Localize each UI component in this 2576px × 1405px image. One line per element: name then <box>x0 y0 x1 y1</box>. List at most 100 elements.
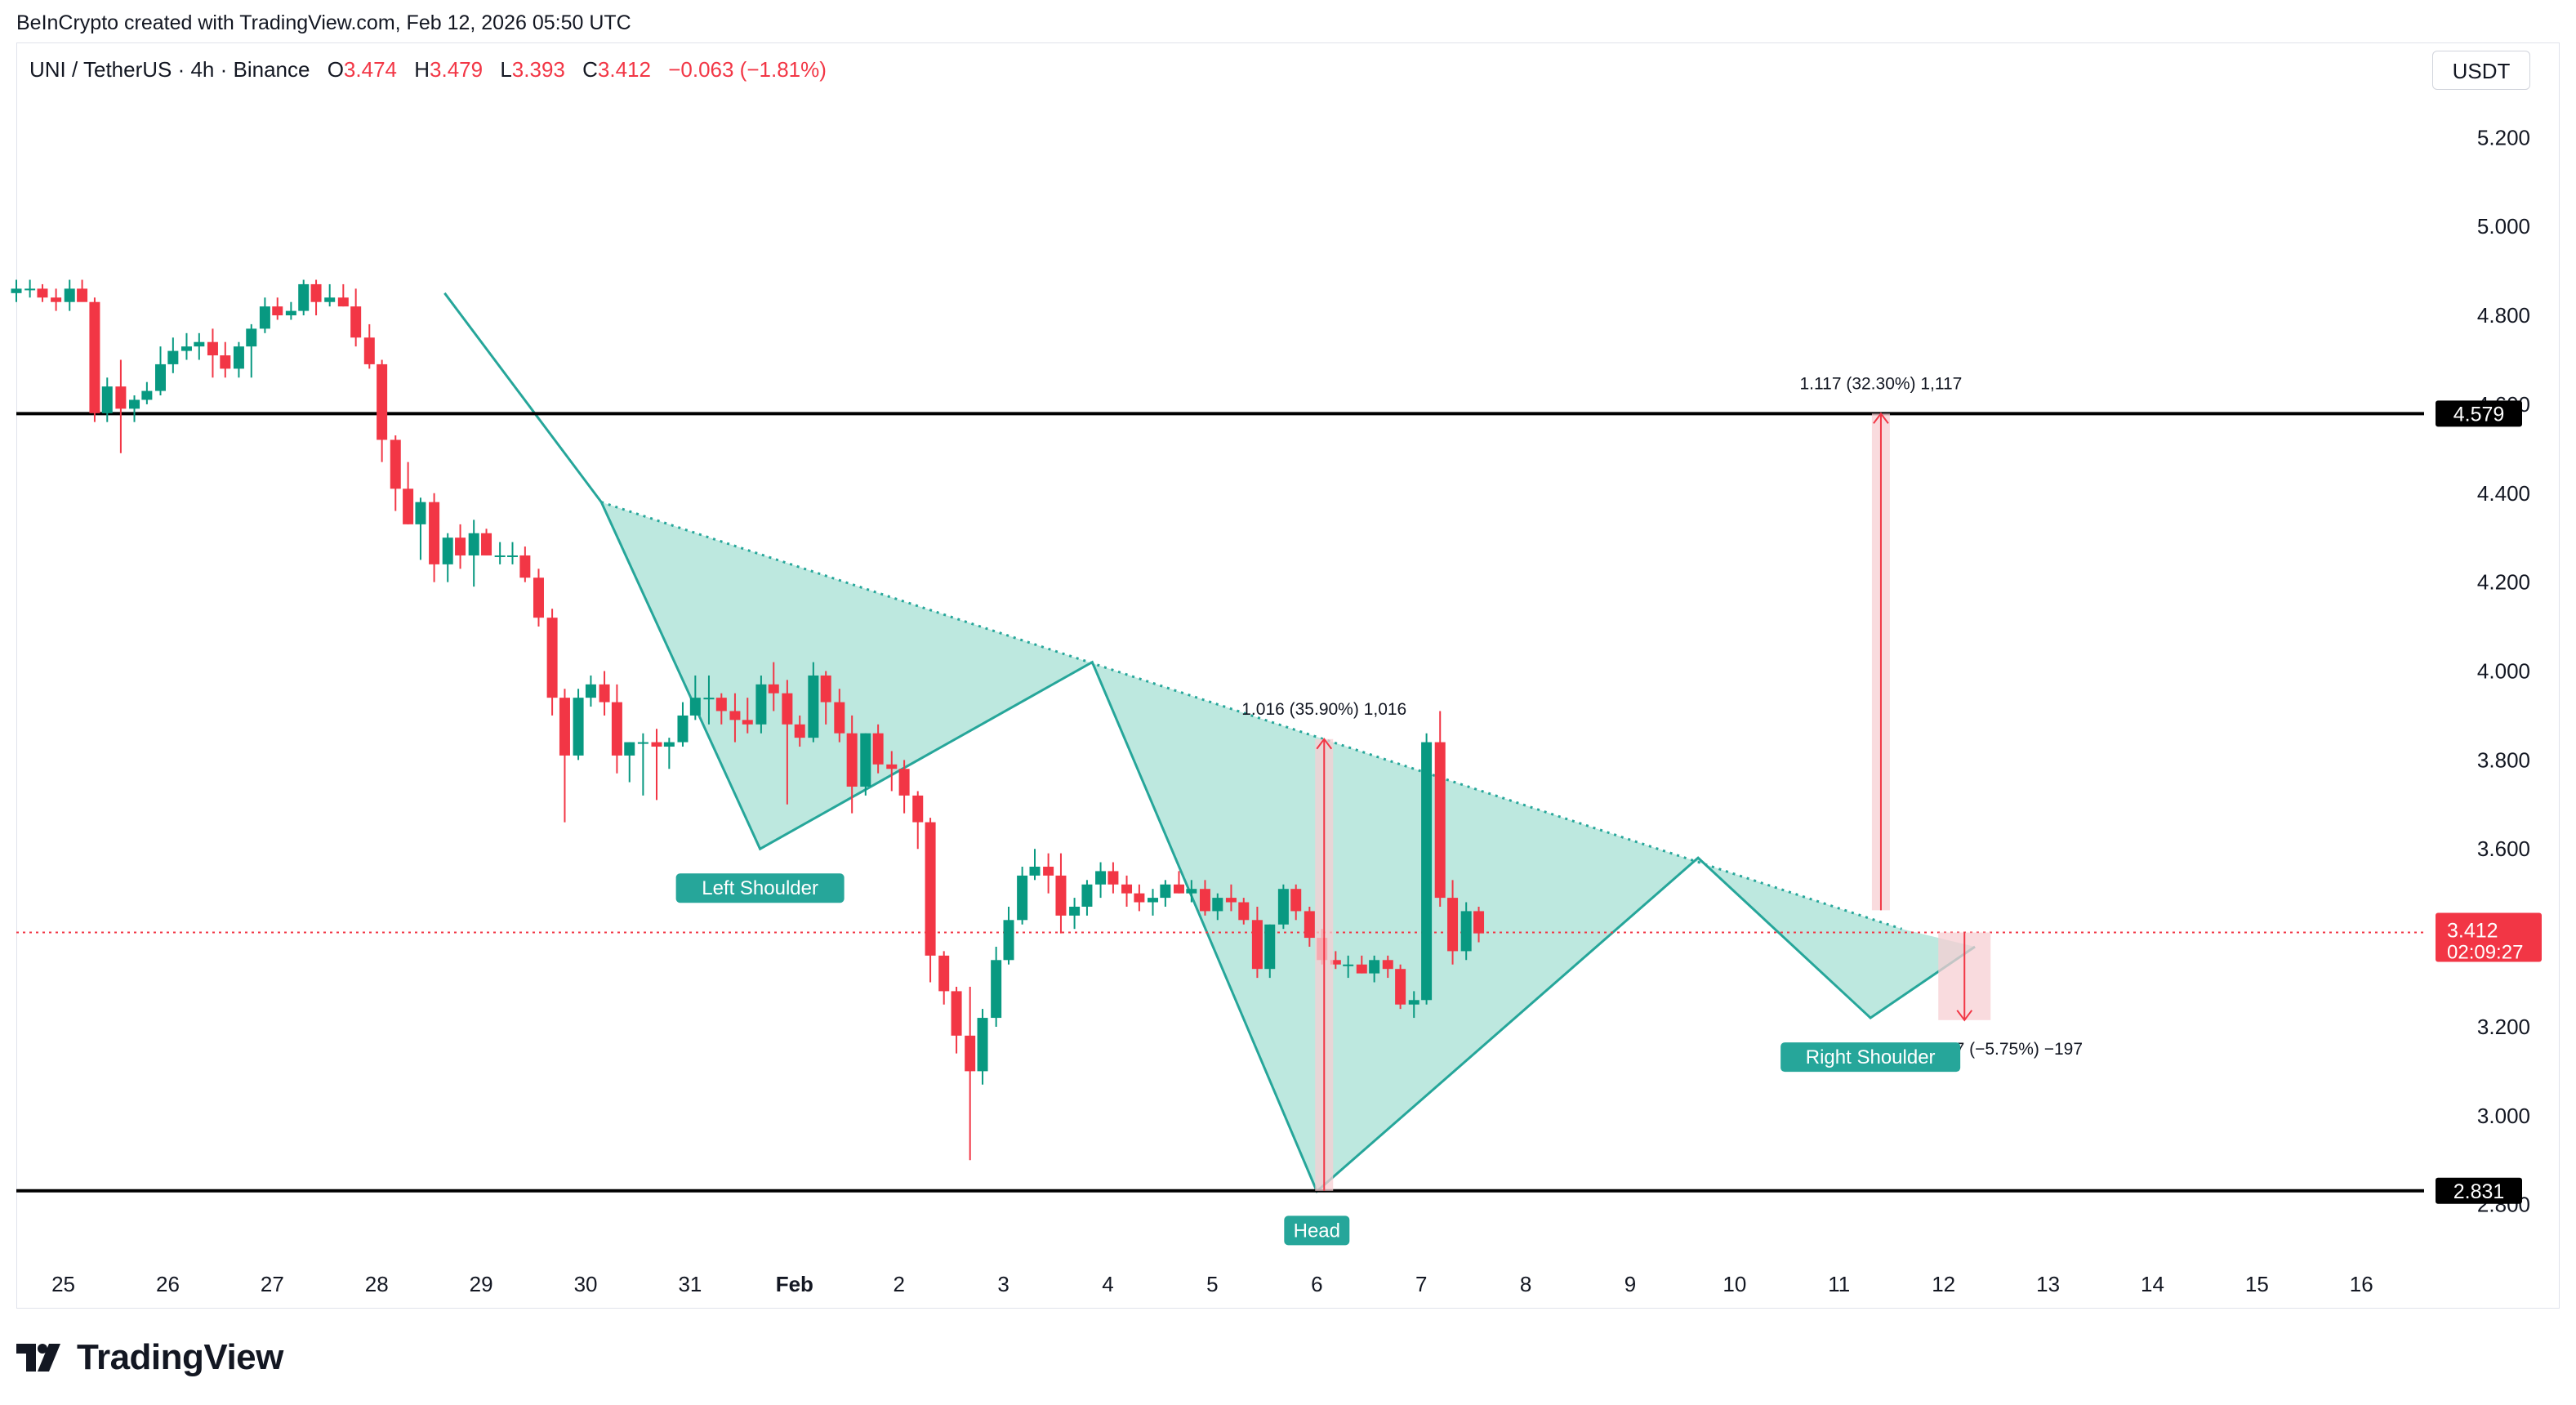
pattern-layer <box>443 292 1976 1193</box>
x-tick-label: 2 <box>893 1272 904 1296</box>
chart-frame <box>16 42 2560 1309</box>
candle-body <box>1148 898 1159 903</box>
tradingview-logo-icon <box>16 1344 60 1372</box>
currency-button[interactable]: USDT <box>2432 51 2530 90</box>
candle <box>1382 955 1393 979</box>
candle <box>51 288 62 311</box>
x-tick-label: 28 <box>365 1272 389 1296</box>
candle-body <box>1447 898 1459 952</box>
candle-body <box>611 702 622 756</box>
candle <box>246 323 257 378</box>
candle <box>1095 862 1107 899</box>
measure-tool: 1.117 (32.30%) 1,117 <box>1800 374 1963 911</box>
candle <box>703 675 715 725</box>
x-tick-label: 6 <box>1311 1272 1322 1296</box>
candle <box>1447 880 1459 965</box>
candle-body <box>259 306 270 329</box>
candle-body <box>220 355 231 369</box>
y-axis: 5.2005.0004.8004.6004.4004.2004.0003.800… <box>2436 125 2542 1217</box>
candle <box>898 760 910 814</box>
candle-body <box>794 724 805 738</box>
y-tick-label: 5.200 <box>2477 125 2530 149</box>
measure-label: 1.117 (32.30%) 1,117 <box>1800 374 1963 393</box>
candle <box>729 693 741 743</box>
symbol-label[interactable]: UNI / TetherUS · 4h · Binance <box>29 57 310 82</box>
candle <box>663 738 675 769</box>
candle-body <box>233 346 244 369</box>
y-tick-label: 3.800 <box>2477 747 2530 772</box>
candle-body <box>872 733 884 765</box>
candle <box>115 359 127 453</box>
pattern-label-bg <box>675 873 845 903</box>
candle <box>886 751 898 792</box>
candle <box>1121 875 1133 907</box>
candle <box>220 341 231 378</box>
candle-body <box>1173 884 1184 894</box>
candle-body <box>742 720 753 725</box>
candle-body <box>1003 920 1014 961</box>
candle <box>455 524 466 569</box>
candle <box>64 279 75 311</box>
candle <box>1069 898 1081 930</box>
candle <box>1408 991 1419 1019</box>
x-tick-label: 5 <box>1206 1272 1218 1296</box>
price-level-layer <box>16 412 2424 1193</box>
x-tick-label: 4 <box>1102 1272 1113 1296</box>
candle <box>519 546 531 582</box>
candle-body <box>912 795 924 823</box>
high-label: H <box>414 57 430 82</box>
candle-body <box>1382 960 1393 970</box>
y-tick-label: 3.000 <box>2477 1104 2530 1128</box>
candle-body <box>11 288 22 293</box>
candle-body <box>141 390 153 400</box>
candle <box>310 279 322 316</box>
x-tick-label: 27 <box>261 1272 284 1296</box>
candle-body <box>729 711 741 720</box>
candle-body <box>1290 889 1302 912</box>
candle-body <box>1069 906 1081 916</box>
x-axis: 25 26 27 28 29 30 31 Feb 2 3 4 5 6 7 8 9 10 11 12 13 14 15 16 <box>51 1272 2373 1296</box>
candle <box>285 301 296 320</box>
candle <box>1369 955 1380 983</box>
candle-body <box>442 537 453 564</box>
candle-body <box>925 822 936 956</box>
candle <box>533 569 544 627</box>
close-value: 3.412 <box>597 57 651 82</box>
measure-label: 1.016 (35.90%) 1,016 <box>1241 700 1406 719</box>
x-tick-label: 12 <box>1932 1272 1955 1296</box>
measure-arrow-head <box>1316 738 1333 750</box>
candle <box>324 283 336 307</box>
candle <box>167 337 179 373</box>
candles-layer <box>11 279 1485 1161</box>
x-tick-label: 7 <box>1415 1272 1427 1296</box>
candle-body <box>1264 924 1276 970</box>
candle <box>991 946 1002 1027</box>
candle <box>1186 880 1197 903</box>
candle <box>768 662 779 711</box>
candle <box>794 715 805 747</box>
candle-body <box>677 715 689 743</box>
candle-body <box>860 733 871 787</box>
measure-arrow-head <box>1873 412 1889 424</box>
pattern-label: Head <box>1284 1215 1350 1246</box>
candle-body <box>1199 889 1210 912</box>
candle-body <box>1251 920 1263 970</box>
candle-body <box>37 288 48 298</box>
high-value: 3.479 <box>430 57 484 82</box>
candle-body <box>285 310 296 316</box>
candle-body <box>377 364 388 440</box>
candle-body <box>1369 960 1380 974</box>
candle-body <box>1304 911 1315 939</box>
candle-body <box>89 301 100 413</box>
candle <box>129 395 140 422</box>
x-tick-label: 31 <box>678 1272 702 1296</box>
candle <box>1277 884 1289 930</box>
measure-layer: 1.016 (35.90%) 1,016 1.117 (32.30%) 1,117… <box>1241 374 2083 1191</box>
candle <box>468 520 479 587</box>
candle-body <box>782 693 793 725</box>
candle-body <box>207 341 218 356</box>
candle <box>755 675 767 734</box>
candle-body <box>1029 866 1041 876</box>
candle <box>585 675 596 707</box>
